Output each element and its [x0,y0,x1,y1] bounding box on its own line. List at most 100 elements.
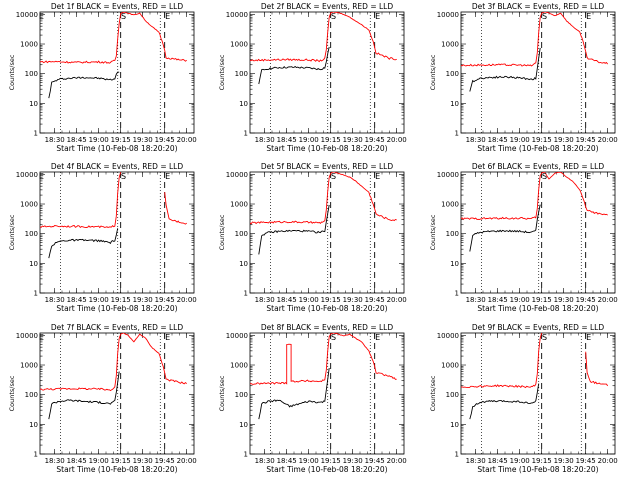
y-tick-label: 10 [239,260,248,268]
x-tick-label: 18:45 [277,296,297,304]
events-line [258,46,330,85]
y-tick-label: 1000 [230,362,248,370]
x-tick-label: 18:30 [466,136,486,144]
y-tick-label: 100 [25,70,38,78]
x-tick-label: 19:45 [365,457,385,465]
panel-det-8: Det 8f BLACK = Events, RED = LLD 1 10 100 10… [218,323,407,474]
panel-det-4: Det 4f BLACK = Events, RED = LLD 1 10 100 10… [8,162,197,313]
x-tick-label: 18:45 [67,296,87,304]
lld-line [461,172,608,221]
x-tick-label: 20:00 [598,296,618,304]
y-axis-label: Counts/sec [218,375,226,411]
lld-line [585,351,609,387]
x-tick-label: 19:15 [321,457,341,465]
axes-frame [249,171,405,294]
x-tick-label: 20:00 [387,296,407,304]
y-axis-label: Counts/sec [8,54,16,90]
x-tick-label: 19:45 [576,136,596,144]
marker-e: E [165,12,170,21]
panel-title: Det 1f BLACK = Events, RED = LLD [51,2,184,11]
events-line [48,71,120,99]
y-tick-label: 100 [25,230,38,238]
y-tick-label: 10000 [16,171,38,179]
x-tick-label: 19:00 [299,457,319,465]
panel-det-7: Det 7f BLACK = Events, RED = LLD 1 10 100 10… [8,323,197,474]
y-tick-label: 10 [450,260,459,268]
x-tick-label: 19:00 [299,136,319,144]
x-tick-label: 19:00 [510,457,530,465]
x-tick-label: 19:30 [343,296,363,304]
axes-frame [460,171,616,294]
panel-det-3: Det 3f BLACK = Events, RED = LLD 1 10 100 10… [429,2,618,153]
panel-title: Det 9f BLACK = Events, RED = LLD [472,323,605,332]
y-axis-label: Counts/sec [429,214,437,250]
x-tick-label: 18:30 [466,457,486,465]
x-tick-label: 18:30 [466,296,486,304]
x-tick-label: 19:30 [133,457,153,465]
x-tick-label: 20:00 [387,136,407,144]
x-tick-label: 18:30 [255,136,275,144]
axes-frame [460,11,616,134]
y-tick-label: 10 [29,100,38,108]
x-tick-label: 19:45 [365,136,385,144]
panel-det-5: Det 5f BLACK = Events, RED = LLD 1 10 100 10… [218,162,407,313]
x-tick-label: 20:00 [177,296,197,304]
x-tick-label: 19:30 [133,136,153,144]
axes-frame [39,332,195,455]
y-tick-label: 100 [235,230,248,238]
events-line [48,371,120,420]
x-tick-label: 18:45 [488,136,508,144]
marker-e: E [586,12,591,21]
x-axis-label: Start Time (10-Feb-08 18:20:20) [266,144,387,153]
y-tick-label: 1 [34,451,38,459]
x-axis-label: Start Time (10-Feb-08 18:20:20) [266,465,387,474]
x-tick-label: 19:00 [89,136,109,144]
events-line [469,383,540,420]
x-tick-label: 19:15 [321,136,341,144]
lld-line [461,333,543,389]
events-line [258,367,330,420]
x-tick-label: 19:45 [365,296,385,304]
panel-title: Det 8f BLACK = Events, RED = LLD [261,323,394,332]
x-axis-label: Start Time (10-Feb-08 18:20:20) [56,304,177,313]
x-tick-label: 19:30 [343,136,363,144]
y-tick-label: 10000 [16,11,38,19]
x-tick-label: 18:45 [277,136,297,144]
y-tick-label: 10000 [226,11,248,19]
x-tick-label: 18:30 [255,457,275,465]
lld-line [250,333,397,385]
y-tick-label: 100 [235,391,248,399]
marker-s: S [331,333,336,342]
y-tick-label: 1 [244,290,248,298]
panel-title: Det 3f BLACK = Events, RED = LLD [472,2,605,11]
x-axis-label: Start Time (10-Feb-08 18:20:20) [56,465,177,474]
y-tick-label: 1 [244,130,248,138]
y-tick-label: 1000 [441,362,459,370]
panel-det-9: Det 9f BLACK = Events, RED = LLD 1 10 100 10… [429,323,618,474]
marker-e: E [586,172,591,181]
x-tick-label: 18:30 [45,296,65,304]
y-tick-label: 1 [455,130,459,138]
x-tick-label: 20:00 [598,457,618,465]
lld-line [250,12,397,63]
x-tick-label: 19:15 [321,296,341,304]
x-tick-label: 19:15 [111,457,131,465]
y-tick-label: 10 [29,260,38,268]
marker-s: S [542,12,547,21]
panel-title: Det 2f BLACK = Events, RED = LLD [261,2,394,11]
marker-e: E [375,12,380,21]
x-tick-label: 18:45 [488,457,508,465]
marker-e: E [39,172,44,181]
y-tick-label: 10000 [437,171,459,179]
y-axis-label: Counts/sec [218,54,226,90]
y-tick-label: 1000 [20,201,38,209]
x-tick-label: 18:45 [488,296,508,304]
x-tick-label: 19:45 [576,296,596,304]
y-tick-label: 10 [450,421,459,429]
panel-det-6: Det 6f BLACK = Events, RED = LLD 1 10 100 10… [429,162,618,313]
marker-e: E [375,172,380,181]
marker-e: E [165,172,170,181]
panel-title: Det 7f BLACK = Events, RED = LLD [51,323,184,332]
x-tick-label: 18:30 [45,457,65,465]
